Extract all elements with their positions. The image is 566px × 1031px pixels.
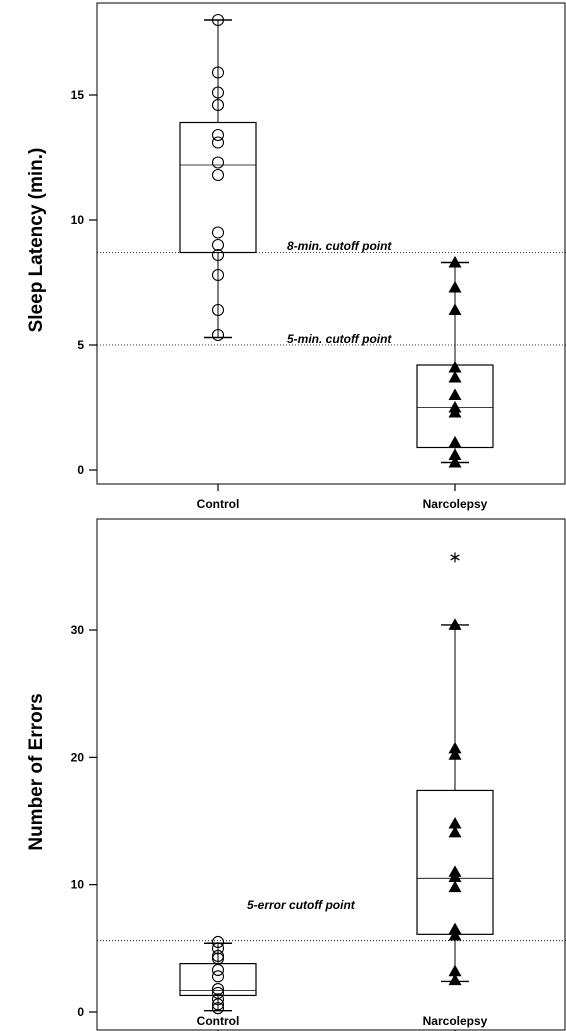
outlier-asterisk [450,552,460,563]
iqr-box [416,789,494,935]
outlier-stroke [450,554,460,561]
data-point-triangle [448,748,462,760]
errors-plot-frame [96,518,566,1031]
data-point-circle [211,935,225,949]
data-point-triangle [448,435,462,448]
y-tick-label: 0 [77,1005,84,1019]
y-tick-label: 10 [71,213,85,227]
data-point-triangle [448,922,462,935]
data-point-circle [211,268,225,282]
data-point-circle [211,128,225,142]
sleep-latency-panel: Sleep Latency (min.) Control Narcolepsy … [26,2,566,511]
data-point-circle [211,156,225,169]
data-point-triangle [448,370,462,383]
data-point-circle [211,168,225,182]
data-point-triangle [448,825,462,838]
data-point-triangle [448,741,462,754]
y-tick-label: 15 [71,88,85,102]
data-point-circle [211,303,225,317]
data-point-triangle [448,816,462,829]
data-point-circle [211,993,225,1006]
y-tick-label: 30 [71,623,85,637]
errors-axis-title: Number of Errors [26,693,47,850]
data-point-circle [211,1002,225,1015]
y-tick-label: 5 [77,338,84,352]
y-tick-label: 10 [71,878,85,892]
cutoff-label-5min: 5-min. cutoff point [287,332,392,346]
data-point-circle [211,13,225,27]
data-point-circle [211,86,225,99]
data-point-circle [211,942,225,955]
data-point-triangle [448,929,462,941]
sleep-latency-axis-title: Sleep Latency (min.) [26,148,47,333]
data-point-triangle [448,618,462,630]
data-point-triangle [448,455,462,468]
data-point-triangle [448,360,462,373]
data-point-circle [211,963,225,977]
data-point-circle [211,136,225,149]
data-point-circle [211,98,225,112]
data-point-triangle [448,388,462,400]
data-point-triangle [448,255,462,268]
y-tick-label: 20 [71,750,85,764]
cutoff-label-8min: 8-min. cutoff point [287,239,392,253]
data-point-triangle [448,280,462,293]
errors-category-control: Control [197,1014,240,1028]
y-tick-label: 0 [77,463,84,477]
sleep-latency-category-control: Control [197,497,240,511]
data-point-triangle [448,405,462,418]
data-point-circle [211,66,225,79]
data-point-triangle [448,964,462,977]
cutoff-label-5error: 5-error cutoff point [247,898,356,912]
errors-panel: Number of Errors Control Narcolepsy 5-er… [26,518,566,1031]
data-point-circle [211,328,225,342]
data-point-circle [211,248,225,262]
data-point-circle [211,238,225,252]
errors-category-narcolepsy: Narcolepsy [423,1014,488,1028]
data-point-circle [211,226,225,239]
data-point-triangle [448,973,462,986]
data-point-circle [211,949,225,963]
data-point-circle [211,998,225,1011]
data-point-triangle [448,303,462,315]
iqr-box [179,121,257,254]
data-point-circle [211,970,225,983]
data-point-triangle [448,880,462,893]
data-point-triangle [448,448,462,460]
data-point-triangle [448,870,462,882]
data-point-circle [211,983,225,996]
sleep-latency-plot-frame [96,2,566,485]
sleep-latency-category-narcolepsy: Narcolepsy [423,497,488,511]
